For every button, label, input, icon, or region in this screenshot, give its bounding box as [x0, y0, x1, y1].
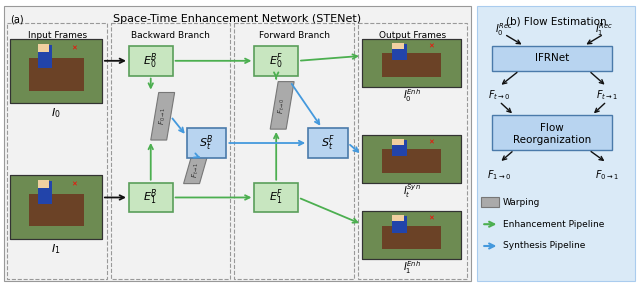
Text: $I_0^{Rec}$: $I_0^{Rec}$ — [495, 21, 513, 38]
Bar — [129, 183, 173, 212]
Text: $I_1$: $I_1$ — [51, 242, 61, 256]
Bar — [29, 58, 84, 90]
Text: (b) Flow Estimation: (b) Flow Estimation — [506, 16, 606, 26]
Bar — [10, 39, 102, 103]
Text: $I_1^{Rec}$: $I_1^{Rec}$ — [595, 21, 613, 38]
Text: $E_1^F$: $E_1^F$ — [269, 188, 284, 207]
Bar — [10, 175, 102, 239]
Polygon shape — [270, 82, 294, 129]
Bar — [362, 211, 461, 259]
Bar — [392, 44, 406, 60]
Text: ✕: ✕ — [429, 216, 435, 222]
Bar — [362, 39, 461, 87]
Text: $F_{t\to0}$: $F_{t\to0}$ — [488, 89, 511, 102]
Bar — [392, 140, 406, 156]
Text: ✕: ✕ — [72, 181, 77, 187]
Text: Output Frames: Output Frames — [379, 31, 446, 40]
Polygon shape — [151, 92, 175, 140]
Text: $S_t^F$: $S_t^F$ — [321, 133, 335, 153]
Bar — [8, 23, 107, 279]
Bar — [129, 46, 173, 76]
Text: $E_1^B$: $E_1^B$ — [143, 188, 158, 207]
Bar — [234, 23, 354, 279]
Text: ✕: ✕ — [429, 139, 435, 145]
Text: Space-Time Enhancement Network (STENet): Space-Time Enhancement Network (STENet) — [113, 14, 362, 24]
Text: Warping: Warping — [503, 198, 541, 207]
Text: IFRNet: IFRNet — [535, 53, 569, 63]
Bar — [308, 128, 348, 158]
Text: $F_{1\to0}$: $F_{1\to0}$ — [487, 168, 511, 182]
Bar — [10, 39, 102, 103]
Text: Input Frames: Input Frames — [28, 31, 86, 40]
Bar — [362, 135, 461, 183]
Bar — [392, 43, 404, 49]
Bar — [254, 46, 298, 76]
Bar — [254, 183, 298, 212]
Text: (a): (a) — [10, 14, 24, 24]
Text: $F_{t\to1}$: $F_{t\to1}$ — [191, 162, 201, 178]
Bar — [38, 181, 52, 204]
Text: Enhancement Pipeline: Enhancement Pipeline — [503, 220, 605, 229]
Text: ✕: ✕ — [72, 46, 77, 52]
Bar — [29, 194, 84, 226]
Text: Reorganization: Reorganization — [513, 135, 591, 145]
Bar — [358, 23, 467, 279]
Text: $F_{0\to1}$: $F_{0\to1}$ — [157, 107, 168, 125]
Bar — [111, 23, 230, 279]
Bar — [381, 53, 442, 77]
Text: $F_{t\to0}$: $F_{t\to0}$ — [277, 97, 287, 114]
Text: $E_0^B$: $E_0^B$ — [143, 51, 158, 71]
Bar — [381, 149, 442, 173]
Text: $F_{0\to1}$: $F_{0\to1}$ — [595, 168, 619, 182]
Text: Forward Branch: Forward Branch — [259, 31, 330, 40]
Text: Flow: Flow — [540, 123, 564, 133]
Bar — [4, 6, 471, 281]
Bar — [492, 46, 612, 71]
Bar — [38, 44, 49, 52]
Bar — [477, 6, 635, 281]
Text: ✕: ✕ — [429, 43, 435, 49]
Bar — [481, 197, 499, 208]
Text: $I_0^{Enh}$: $I_0^{Enh}$ — [403, 87, 420, 104]
Text: $S_t^B$: $S_t^B$ — [199, 133, 214, 153]
Bar — [492, 115, 612, 150]
Text: $I_0$: $I_0$ — [51, 106, 61, 120]
Text: $I_1^{Enh}$: $I_1^{Enh}$ — [403, 259, 420, 276]
Bar — [38, 45, 52, 68]
Bar — [381, 226, 442, 249]
Bar — [362, 39, 461, 87]
Bar — [38, 180, 49, 188]
Bar — [187, 128, 227, 158]
Text: Backward Branch: Backward Branch — [131, 31, 210, 40]
Text: $F_{t\to1}$: $F_{t\to1}$ — [596, 89, 618, 102]
Bar — [362, 211, 461, 259]
Polygon shape — [184, 156, 207, 184]
Text: $E_0^F$: $E_0^F$ — [269, 51, 284, 71]
Text: $I_t^{Syn}$: $I_t^{Syn}$ — [403, 183, 420, 200]
Bar — [392, 216, 406, 233]
Text: Synthesis Pipeline: Synthesis Pipeline — [503, 241, 586, 251]
Bar — [362, 135, 461, 183]
Bar — [10, 175, 102, 239]
Bar — [392, 139, 404, 145]
Bar — [392, 215, 404, 221]
